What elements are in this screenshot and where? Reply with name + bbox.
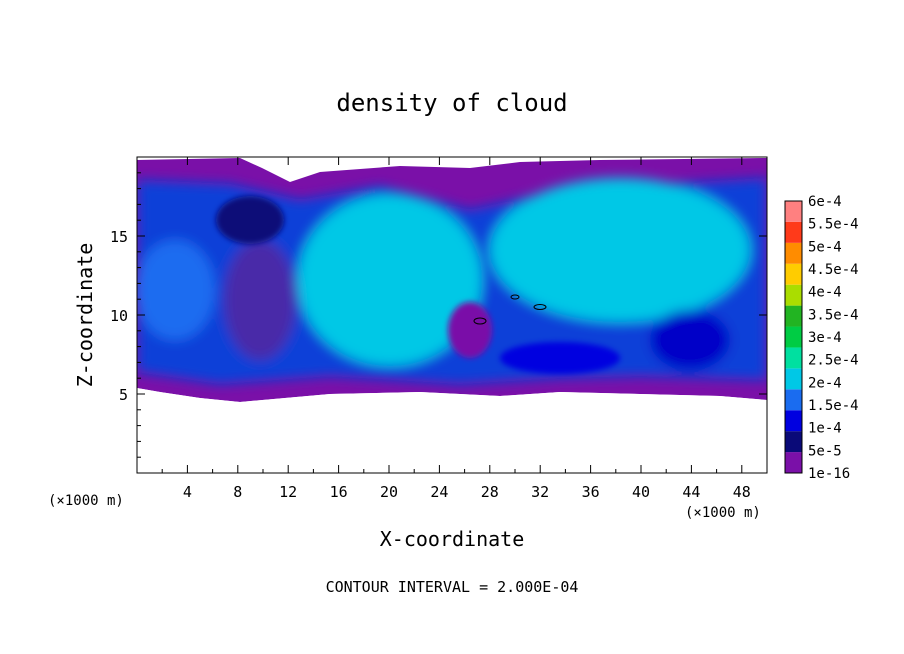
- medium-core-far-left: [137, 240, 215, 340]
- x-tick-label: 16: [330, 483, 348, 501]
- y-tick-label: 5: [119, 386, 128, 404]
- colorbar-swatch: [785, 368, 802, 390]
- colorbar-swatch: [785, 305, 802, 327]
- colorbar-swatch: [785, 326, 802, 348]
- cloud-free-region: [137, 388, 767, 473]
- x-tick-label: 12: [279, 483, 297, 501]
- x-unit-left: (×1000 m): [48, 493, 124, 509]
- high-density-core-right: [490, 178, 750, 322]
- colorbar-label: 6e-4: [808, 194, 842, 210]
- y-tick-label: 10: [110, 307, 128, 325]
- colorbar-frame: [784, 200, 803, 474]
- x-unit-right: (×1000 m): [685, 505, 761, 521]
- heatmap-field: [137, 158, 767, 473]
- colorbar-label: 5.5e-4: [808, 217, 859, 233]
- colorbar-swatch: [785, 221, 802, 243]
- colorbar-swatch: [785, 410, 802, 432]
- dense-edge-lower: [500, 342, 620, 374]
- x-axis: 4 8 12 16 20 24 28 32 36 40 44 48: [161, 157, 751, 501]
- colorbar-swatch: [785, 431, 802, 453]
- y-tick-label: 15: [110, 228, 128, 246]
- colorbar-swatch: [785, 452, 802, 473]
- colorbar-label: 3.5e-4: [808, 307, 859, 323]
- x-tick-label: 32: [531, 483, 549, 501]
- colorbar-swatch: [785, 284, 802, 306]
- contour-interval-footer: CONTOUR INTERVAL = 2.000E-04: [326, 578, 579, 596]
- colorbar-label: 2e-4: [808, 375, 842, 391]
- colorbar-label: 5e-5: [808, 443, 842, 459]
- colorbar-label: 1e-16: [808, 466, 850, 482]
- low-density-gap-left: [224, 240, 296, 360]
- colorbar-swatch: [785, 263, 802, 285]
- colorbar-swatch: [785, 201, 802, 222]
- x-tick-label: 4: [183, 483, 192, 501]
- x-tick-label: 24: [430, 483, 448, 501]
- colorbar-label: 4e-4: [808, 285, 842, 301]
- colorbar-label: 1.5e-4: [808, 398, 859, 414]
- y-axis-title: Z-coordinate: [73, 243, 97, 388]
- colorbar-label: 4.5e-4: [808, 262, 859, 278]
- x-tick-label: 44: [682, 483, 700, 501]
- colorbar-swatch: [785, 242, 802, 264]
- colorbar: 6e-4 5.5e-4 5e-4 4.5e-4 4e-4 3.5e-4 3e-4 2.5e-4…: [784, 194, 859, 482]
- x-axis-title: X-coordinate: [380, 527, 525, 551]
- colorbar-label: 3e-4: [808, 330, 842, 346]
- x-tick-label: 48: [733, 483, 751, 501]
- colorbar-label: 5e-4: [808, 239, 842, 255]
- colorbar-swatch: [785, 347, 802, 369]
- colorbar-label: 1e-4: [808, 421, 842, 437]
- x-tick-label: 40: [632, 483, 650, 501]
- x-tick-label: 20: [380, 483, 398, 501]
- x-tick-label: 28: [481, 483, 499, 501]
- low-density-notch: [448, 302, 492, 358]
- chart-title: density of cloud: [336, 89, 567, 117]
- x-tick-label: 8: [233, 483, 242, 501]
- contour-islands: [473, 294, 547, 325]
- y-axis: 5 10 15: [110, 172, 767, 458]
- colorbar-label: 2.5e-4: [808, 353, 859, 369]
- x-tick-label: 36: [582, 483, 600, 501]
- colorbar-swatch: [785, 389, 802, 411]
- dense-edge-upper-left: [216, 196, 284, 244]
- high-density-core-left: [298, 194, 482, 366]
- low-density-gap-right: [650, 310, 730, 370]
